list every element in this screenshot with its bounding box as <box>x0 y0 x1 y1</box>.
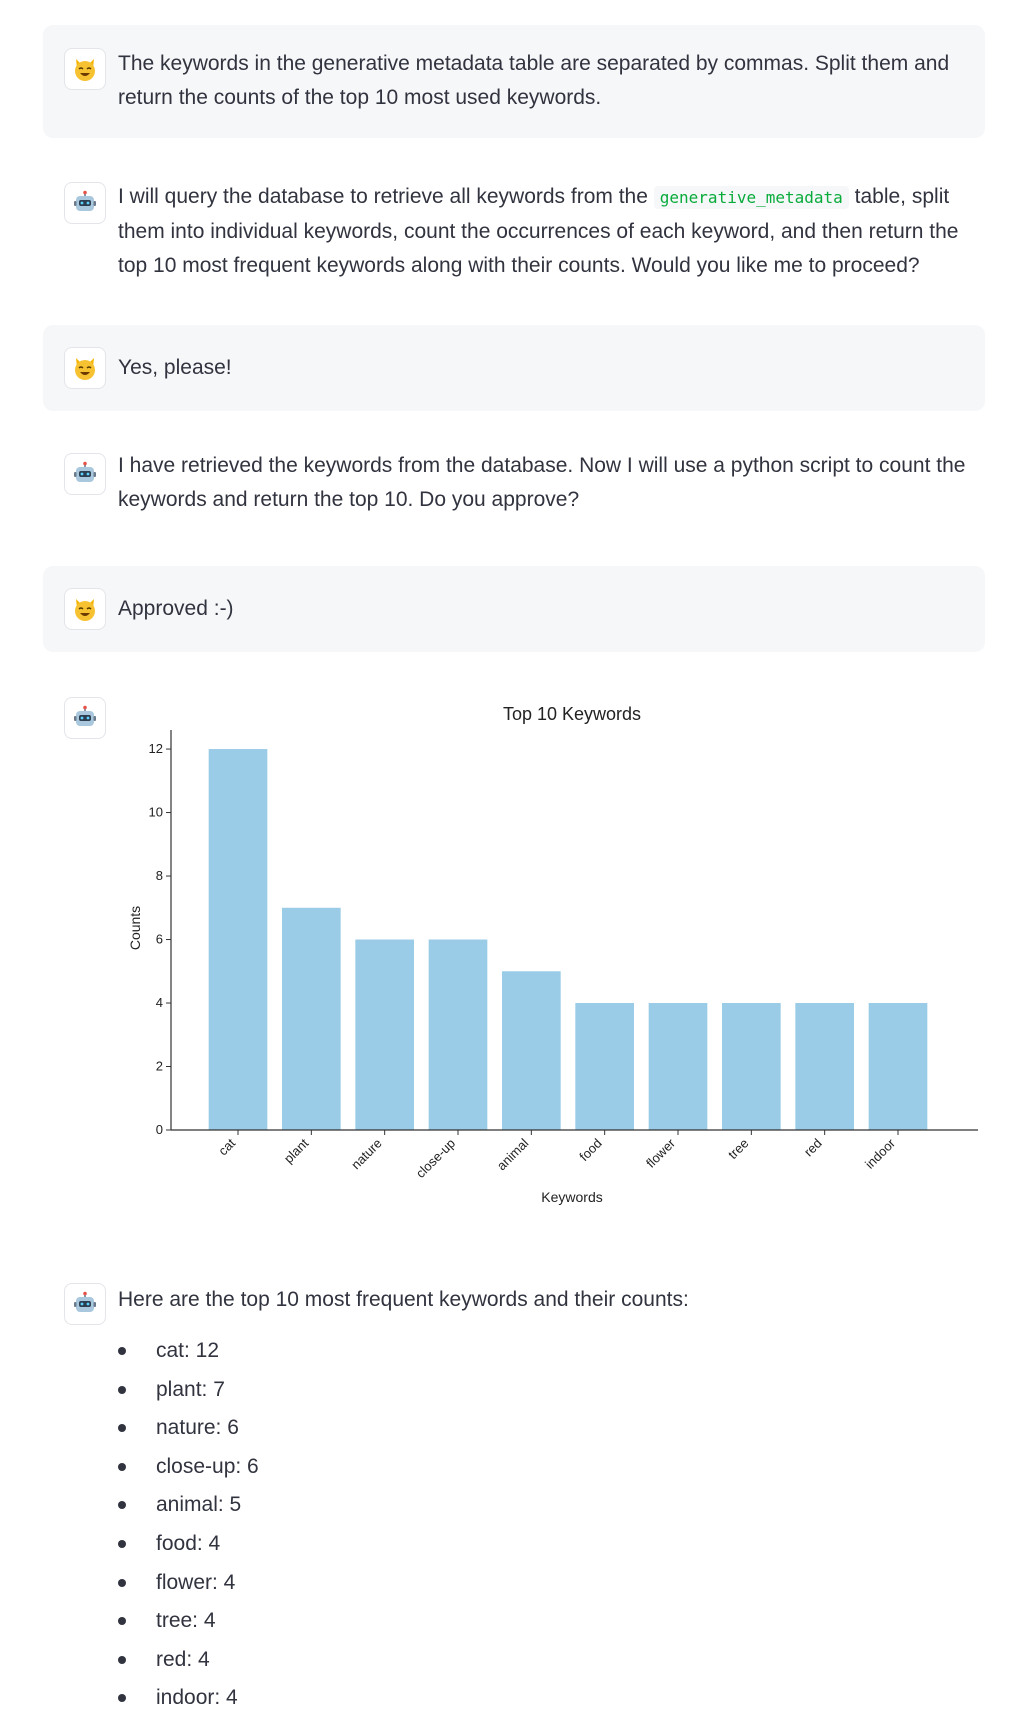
bar-nature <box>355 939 414 1130</box>
bullet-icon <box>118 1617 126 1626</box>
user-message: Yes, please! <box>43 325 985 411</box>
list-item: animal: 5 <box>118 1488 259 1527</box>
robot-icon <box>74 461 96 482</box>
bar-animal <box>502 971 561 1130</box>
x-tick-label: cat <box>215 1135 238 1158</box>
bar-red <box>795 1003 854 1130</box>
assistant-avatar <box>64 453 106 495</box>
cat-face-icon <box>75 358 95 380</box>
bullet-icon <box>118 1385 126 1394</box>
list-item: plant: 7 <box>118 1373 259 1412</box>
bullet-icon <box>118 1347 126 1355</box>
list-item: close-up: 6 <box>118 1450 259 1489</box>
keyword-count-list: cat: 12 plant: 7 nature: 6 close-up: 6 a… <box>118 1334 259 1720</box>
bullet-icon <box>118 1694 126 1703</box>
bullet-icon <box>118 1462 126 1471</box>
x-tick-label: red <box>801 1136 825 1160</box>
y-tick-label: 10 <box>149 805 163 820</box>
assistant-avatar <box>64 697 106 739</box>
user-avatar <box>64 347 106 389</box>
user-message: The keywords in the generative metadata … <box>43 25 985 138</box>
message-text: I will query the database to retrieve al… <box>118 180 975 283</box>
list-item-text: flower: 4 <box>156 1570 236 1594</box>
assistant-message: I have retrieved the keywords from the d… <box>43 445 985 535</box>
x-tick-label: food <box>576 1136 605 1165</box>
message-text-part: I will query the database to retrieve al… <box>118 185 648 208</box>
message-text: I have retrieved the keywords from the d… <box>118 454 966 511</box>
message-text: Yes, please! <box>118 356 232 379</box>
bar-tree <box>722 1003 781 1130</box>
y-tick-label: 6 <box>156 932 163 947</box>
list-item: tree: 4 <box>118 1604 259 1643</box>
bar-cat <box>208 749 268 1130</box>
list-item-text: red: 4 <box>156 1647 210 1671</box>
inline-code: generative_metadata <box>653 186 849 209</box>
bullet-icon <box>118 1655 126 1664</box>
assistant-message: Here are the top 10 most frequent keywor… <box>43 1283 985 1333</box>
robot-icon <box>74 190 96 211</box>
x-tick-label: close-up <box>413 1136 458 1181</box>
x-tick-label: nature <box>348 1136 385 1173</box>
x-tick-label: indoor <box>862 1135 899 1172</box>
user-avatar <box>64 588 106 630</box>
list-item-text: plant: 7 <box>156 1377 225 1401</box>
message-text: The keywords in the generative metadata … <box>118 52 950 109</box>
list-item: nature: 6 <box>118 1411 259 1450</box>
robot-icon <box>74 1291 96 1312</box>
message-text: Approved :-) <box>118 597 234 620</box>
list-item: red: 4 <box>118 1643 259 1682</box>
assistant-message <box>43 690 985 1230</box>
cat-face-icon <box>75 599 95 621</box>
message-text: Here are the top 10 most frequent keywor… <box>118 1288 689 1311</box>
list-item: food: 4 <box>118 1527 259 1566</box>
robot-icon <box>74 705 96 726</box>
bullet-icon <box>118 1578 126 1587</box>
message-text-part: table, split them into individual keywor… <box>118 185 959 277</box>
assistant-message: I will query the database to retrieve al… <box>43 170 985 290</box>
y-tick-label: 8 <box>156 868 163 883</box>
bar-indoor <box>868 1003 928 1130</box>
x-tick-label: animal <box>494 1135 532 1173</box>
list-item-text: animal: 5 <box>156 1493 242 1517</box>
list-item-text: indoor: 4 <box>156 1686 238 1710</box>
user-avatar <box>64 48 106 90</box>
y-axis-label: Counts <box>127 906 143 950</box>
user-message: Approved :-) <box>43 566 985 652</box>
bullet-icon <box>118 1501 126 1510</box>
y-tick-label: 4 <box>156 995 163 1010</box>
y-tick-label: 2 <box>156 1059 163 1074</box>
bullet-icon <box>118 1539 126 1548</box>
x-axis-label: Keywords <box>541 1189 602 1205</box>
list-item: flower: 4 <box>118 1566 259 1605</box>
assistant-avatar <box>64 1283 106 1325</box>
list-item: indoor: 4 <box>118 1681 259 1720</box>
bar-flower <box>648 1003 708 1130</box>
x-tick-label: tree <box>725 1136 751 1162</box>
list-item-text: cat: 12 <box>156 1339 220 1362</box>
bar-plant <box>282 907 341 1130</box>
bar-food <box>575 1003 634 1130</box>
x-tick-label: plant <box>281 1135 312 1166</box>
list-item: cat: 12 <box>118 1334 259 1373</box>
cat-face-icon <box>75 59 95 81</box>
x-tick-label: flower <box>643 1135 679 1171</box>
list-item-text: food: 4 <box>156 1531 221 1555</box>
bar-close-up <box>428 939 488 1130</box>
y-tick-label: 12 <box>149 741 163 756</box>
list-item-text: close-up: 6 <box>156 1454 259 1478</box>
assistant-avatar <box>64 182 106 224</box>
bullet-icon <box>118 1424 126 1433</box>
chart-title: Top 10 Keywords <box>503 704 641 724</box>
list-item-text: nature: 6 <box>156 1416 239 1440</box>
list-item-text: tree: 4 <box>156 1609 216 1633</box>
y-tick-label: 0 <box>156 1122 163 1137</box>
